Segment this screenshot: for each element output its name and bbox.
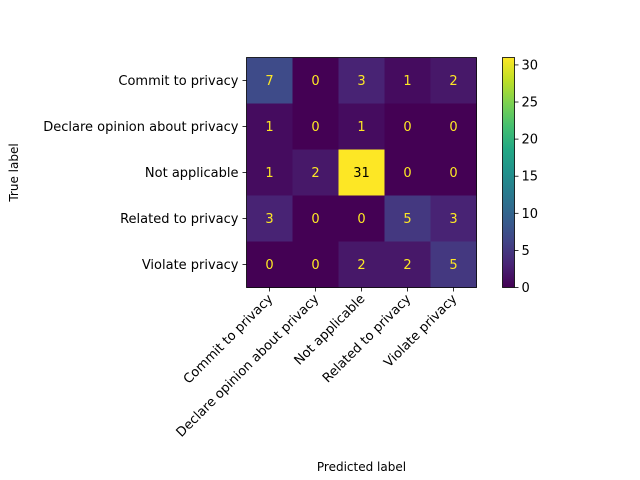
y-tick-label: Related to privacy xyxy=(120,212,239,227)
colorbar-tick-label: 20 xyxy=(522,133,539,148)
heatmap-cell xyxy=(338,149,385,196)
y-tick-label: Not applicable xyxy=(145,166,239,181)
cell-value-label: 2 xyxy=(449,74,457,89)
cell-value-label: 0 xyxy=(311,258,319,273)
heatmap-cell xyxy=(338,103,385,150)
cell-value-label: 0 xyxy=(403,166,411,181)
colorbar-tick-label: 30 xyxy=(522,58,539,73)
cell-value-label: 0 xyxy=(449,166,457,181)
heatmap-cell xyxy=(292,149,339,196)
heatmap-cell xyxy=(384,57,431,104)
cell-value-label: 2 xyxy=(311,166,319,181)
colorbar-gradient xyxy=(502,57,515,288)
y-tick-label: Violate privacy xyxy=(142,258,239,273)
heatmap-cell xyxy=(384,241,431,288)
cell-value-label: 0 xyxy=(449,120,457,135)
cell-value-label: 3 xyxy=(265,212,273,227)
colorbar-tick-label: 0 xyxy=(522,281,530,296)
heatmap-cell xyxy=(292,195,339,242)
y-axis-ticks: Commit to privacy Declare opinion about p… xyxy=(43,74,247,273)
heatmap-cell xyxy=(384,103,431,150)
colorbar-tick-label: 10 xyxy=(522,207,539,222)
cell-value-label: 1 xyxy=(357,120,365,135)
cell-value-label: 2 xyxy=(357,258,365,273)
cell-value-label: 3 xyxy=(357,74,365,89)
cell-value-label: 1 xyxy=(265,166,273,181)
cell-value-label: 5 xyxy=(449,258,457,273)
cell-value-label: 31 xyxy=(353,166,370,181)
heatmap-cell xyxy=(338,241,385,288)
colorbar-ticks: 0 5 10 15 20 25 30 xyxy=(514,58,539,296)
heatmap-cell xyxy=(246,241,293,288)
heatmap-cell xyxy=(338,57,385,104)
heatmap-cell xyxy=(292,57,339,104)
x-tick-label: Related to privacy xyxy=(320,292,415,387)
colorbar-tick-label: 5 xyxy=(522,244,530,259)
cell-value-label: 0 xyxy=(311,74,319,89)
heatmap-cell xyxy=(430,241,477,288)
heatmap-cell xyxy=(246,149,293,196)
cell-value-label: 1 xyxy=(265,120,273,135)
heatmap-cell xyxy=(430,57,477,104)
heatmap-cell xyxy=(384,195,431,242)
cell-value-label: 0 xyxy=(311,120,319,135)
x-axis-label: Predicted label xyxy=(317,460,406,474)
y-axis-label: True label xyxy=(7,143,21,202)
heatmap-cell xyxy=(430,149,477,196)
y-tick-label: Commit to privacy xyxy=(118,74,238,89)
heatmap-cell xyxy=(338,195,385,242)
x-tick-label: Commit to privacy xyxy=(181,292,277,388)
colorbar-tick-label: 15 xyxy=(522,170,539,185)
cell-value-label: 2 xyxy=(403,258,411,273)
cell-value-label: 7 xyxy=(265,74,273,89)
heatmap-cell xyxy=(246,195,293,242)
cell-value-label: 0 xyxy=(403,120,411,135)
heatmap-cell xyxy=(430,195,477,242)
heatmap-cell xyxy=(246,57,293,104)
heatmap-cell xyxy=(292,241,339,288)
heatmap-cell xyxy=(292,103,339,150)
cell-value-labels: 7 0 3 1 21 0 1 0 01 2 31 0 03 0 0 5 30 0 2 2 5 xyxy=(265,74,457,273)
cell-value-label: 0 xyxy=(311,212,319,227)
colorbar-tick-label: 25 xyxy=(522,96,539,111)
cell-value-label: 0 xyxy=(357,212,365,227)
y-tick-label: Declare opinion about privacy xyxy=(43,120,239,135)
colorbar: 0 5 10 15 20 25 30 xyxy=(502,57,539,296)
cell-value-label: 1 xyxy=(403,74,411,89)
cell-value-label: 5 xyxy=(403,212,411,227)
cell-value-label: 0 xyxy=(265,258,273,273)
heatmap-cells xyxy=(246,57,477,288)
heatmap-cell xyxy=(430,103,477,150)
heatmap-cell xyxy=(384,149,431,196)
heatmap-cell xyxy=(246,103,293,150)
cell-value-label: 3 xyxy=(449,212,457,227)
